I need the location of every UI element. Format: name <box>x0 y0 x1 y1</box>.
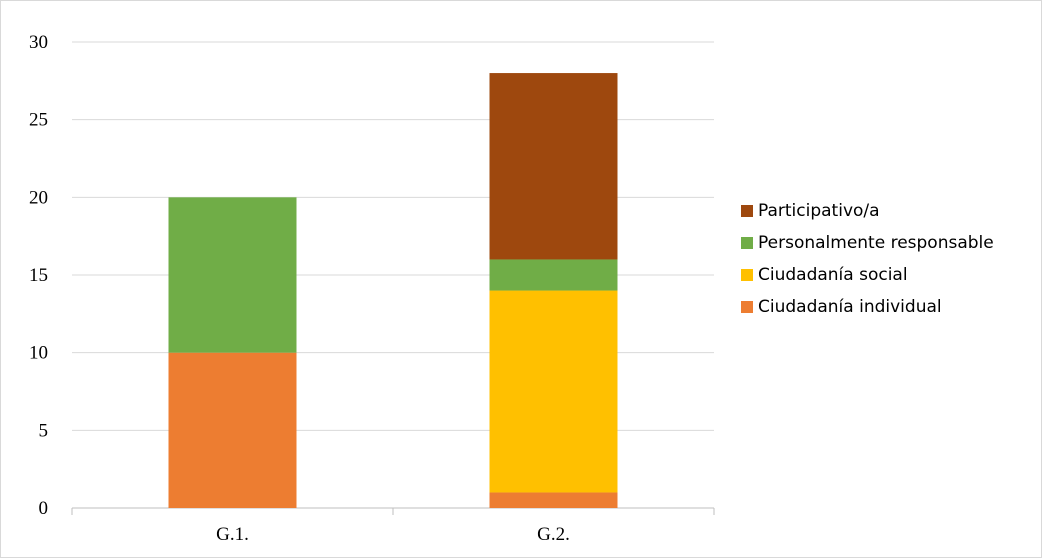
bars <box>168 73 618 508</box>
legend-item: Personalmente responsable <box>741 233 994 253</box>
bar-segment <box>489 290 618 493</box>
legend-swatch <box>741 301 753 313</box>
y-tick-label: 15 <box>29 265 48 286</box>
bar-segment <box>489 73 618 260</box>
bar-segment <box>489 259 618 291</box>
bar-segment <box>489 492 618 508</box>
legend-item: Ciudadanía social <box>741 265 908 285</box>
bar-segment <box>168 352 297 508</box>
y-tick-label: 5 <box>39 420 49 441</box>
x-tick-label: G.2. <box>537 524 570 545</box>
y-tick-label: 20 <box>29 187 48 208</box>
axes <box>71 507 715 515</box>
legend-item: Ciudadanía individual <box>741 297 942 317</box>
y-tick-label: 30 <box>29 32 48 53</box>
y-tick-label: 10 <box>29 343 48 364</box>
legend-swatch <box>741 269 753 281</box>
legend: Participativo/a Personalmente responsable… <box>741 201 994 317</box>
gridlines <box>72 41 714 431</box>
legend-swatch <box>741 237 753 249</box>
bar-segment <box>168 197 297 353</box>
tick-labels: 0 5 10 15 20 25 30 G.1. G.2. <box>29 32 570 545</box>
legend-label: Ciudadanía individual <box>758 297 942 317</box>
y-tick-label: 25 <box>29 110 48 131</box>
legend-label: Participativo/a <box>758 201 880 221</box>
legend-swatch <box>741 205 753 217</box>
x-tick-label: G.1. <box>216 524 249 545</box>
y-tick-label: 0 <box>39 498 49 519</box>
legend-item: Participativo/a <box>741 201 880 221</box>
legend-label: Ciudadanía social <box>758 265 908 285</box>
legend-label: Personalmente responsable <box>758 233 994 253</box>
